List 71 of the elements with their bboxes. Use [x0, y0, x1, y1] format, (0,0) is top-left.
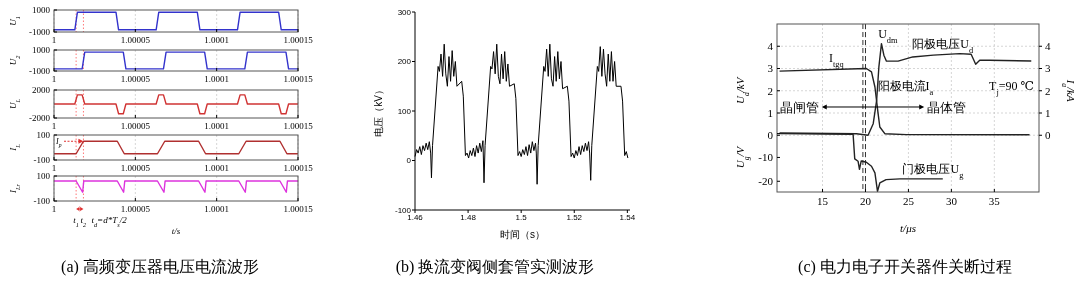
annotation: T$_{j}$=90 ℃ — [989, 79, 1034, 97]
y-tick-label: -2000 — [29, 113, 51, 124]
annotation: I$_{p}$ — [55, 137, 62, 149]
y-tick-label: 200 — [397, 57, 412, 67]
ref-line-label: t$_{1}$ — [73, 215, 79, 228]
y-tick-label: -100 — [394, 205, 412, 215]
x-tick-label: 30 — [945, 195, 958, 207]
y-tick-label: 300 — [397, 7, 412, 17]
y-tick-label: 100 — [397, 106, 412, 116]
text: (b) 换流变阀侧套管实测波形 — [395, 258, 595, 276]
y-tick-label: 2000 — [32, 85, 51, 96]
x-tick-label: 1.46 — [407, 213, 424, 222]
y3-tick-label: -20 — [758, 175, 774, 188]
text: (a) 高频变压器电压电流波形 — [61, 258, 259, 276]
x-tick-label: 1.00005 — [120, 121, 151, 131]
y-tick-label: -1000 — [29, 27, 51, 38]
y-tick-label: 2 — [767, 84, 773, 97]
annotation: 阳极电流I$_{a}$ — [877, 79, 934, 97]
y-tick-label: 100 — [36, 171, 51, 182]
y-tick-label: 4 — [767, 40, 774, 53]
y-tick-label: 0 — [406, 156, 412, 166]
y2-tick-label: 3 — [1045, 62, 1051, 75]
x-tick-label: 1.00005 — [120, 163, 151, 173]
y-tick-label: 0 — [767, 129, 774, 142]
text: t$_{d}$=d*T$_{s}$/2 — [91, 215, 128, 228]
y-axis-title: 电压（kV） — [373, 85, 384, 137]
y-tick-label: 100 — [36, 130, 51, 141]
annotation: I$_{tgq}$ — [828, 51, 845, 69]
y-tick-label: 1000 — [32, 5, 51, 16]
x-tick-label: 1.5 — [515, 213, 528, 222]
annotation: 阳极电压U$_{d}$ — [912, 36, 975, 55]
text: (c) 电力电子开关器件关断过程 — [798, 258, 1012, 276]
annotation: 门极电压U$_{g}$ — [902, 161, 965, 180]
x-tick-label: 15 — [817, 195, 829, 207]
ref-line-label: t$_{2}$ — [80, 215, 88, 228]
x-tick-label: 25 — [902, 195, 915, 207]
x-tick-label: 1.0001 — [204, 204, 230, 214]
x-tick-label: 35 — [988, 195, 1001, 207]
y-tick-label: -100 — [33, 155, 51, 166]
y3-tick-label: -10 — [758, 151, 774, 164]
x-tick-label: 1.0001 — [204, 163, 230, 173]
x-tick-label: 1.00005 — [120, 204, 151, 214]
x-axis-title: t/μs — [900, 222, 916, 234]
y-tick-label: 3 — [767, 62, 774, 75]
y-tick-label: 1000 — [32, 45, 51, 56]
y2-tick-label: 1 — [1045, 106, 1051, 119]
x-axis-title: 时间（s） — [500, 229, 545, 240]
x-tick-label: 1.0001 — [204, 35, 230, 45]
y2-tick-label: 0 — [1045, 129, 1051, 142]
x-tick-label: 1.0001 — [204, 74, 230, 84]
y-tick-label: 1 — [767, 106, 773, 119]
x-tick-label: 20 — [859, 195, 872, 207]
annotation: 晶闸管 — [780, 100, 820, 115]
x-tick-label: 1.54 — [619, 213, 636, 222]
x-tick-label: 1.00015 — [283, 35, 314, 45]
x-axis-title: t/s — [171, 226, 181, 236]
x-tick-label: 1.00015 — [283, 121, 314, 131]
x-tick-label: 1.00015 — [283, 163, 314, 173]
y-tick-label: -1000 — [29, 66, 51, 77]
x-tick-label: 1.0001 — [204, 121, 230, 131]
x-tick-label: 1.00015 — [283, 74, 314, 84]
x-tick-label: 1.00015 — [283, 204, 314, 214]
x-tick-label: 1.48 — [460, 213, 477, 222]
x-tick-label: 1.00005 — [120, 74, 151, 84]
x-tick-label: 1.52 — [566, 213, 583, 222]
y-tick-label: -100 — [33, 196, 51, 207]
annotation: 晶体管 — [926, 100, 966, 115]
y2-tick-label: 2 — [1045, 84, 1051, 97]
y2-tick-label: 4 — [1045, 40, 1051, 53]
annotation: U$_{dm}$ — [878, 26, 898, 45]
x-tick-label: 1.00005 — [120, 35, 151, 45]
